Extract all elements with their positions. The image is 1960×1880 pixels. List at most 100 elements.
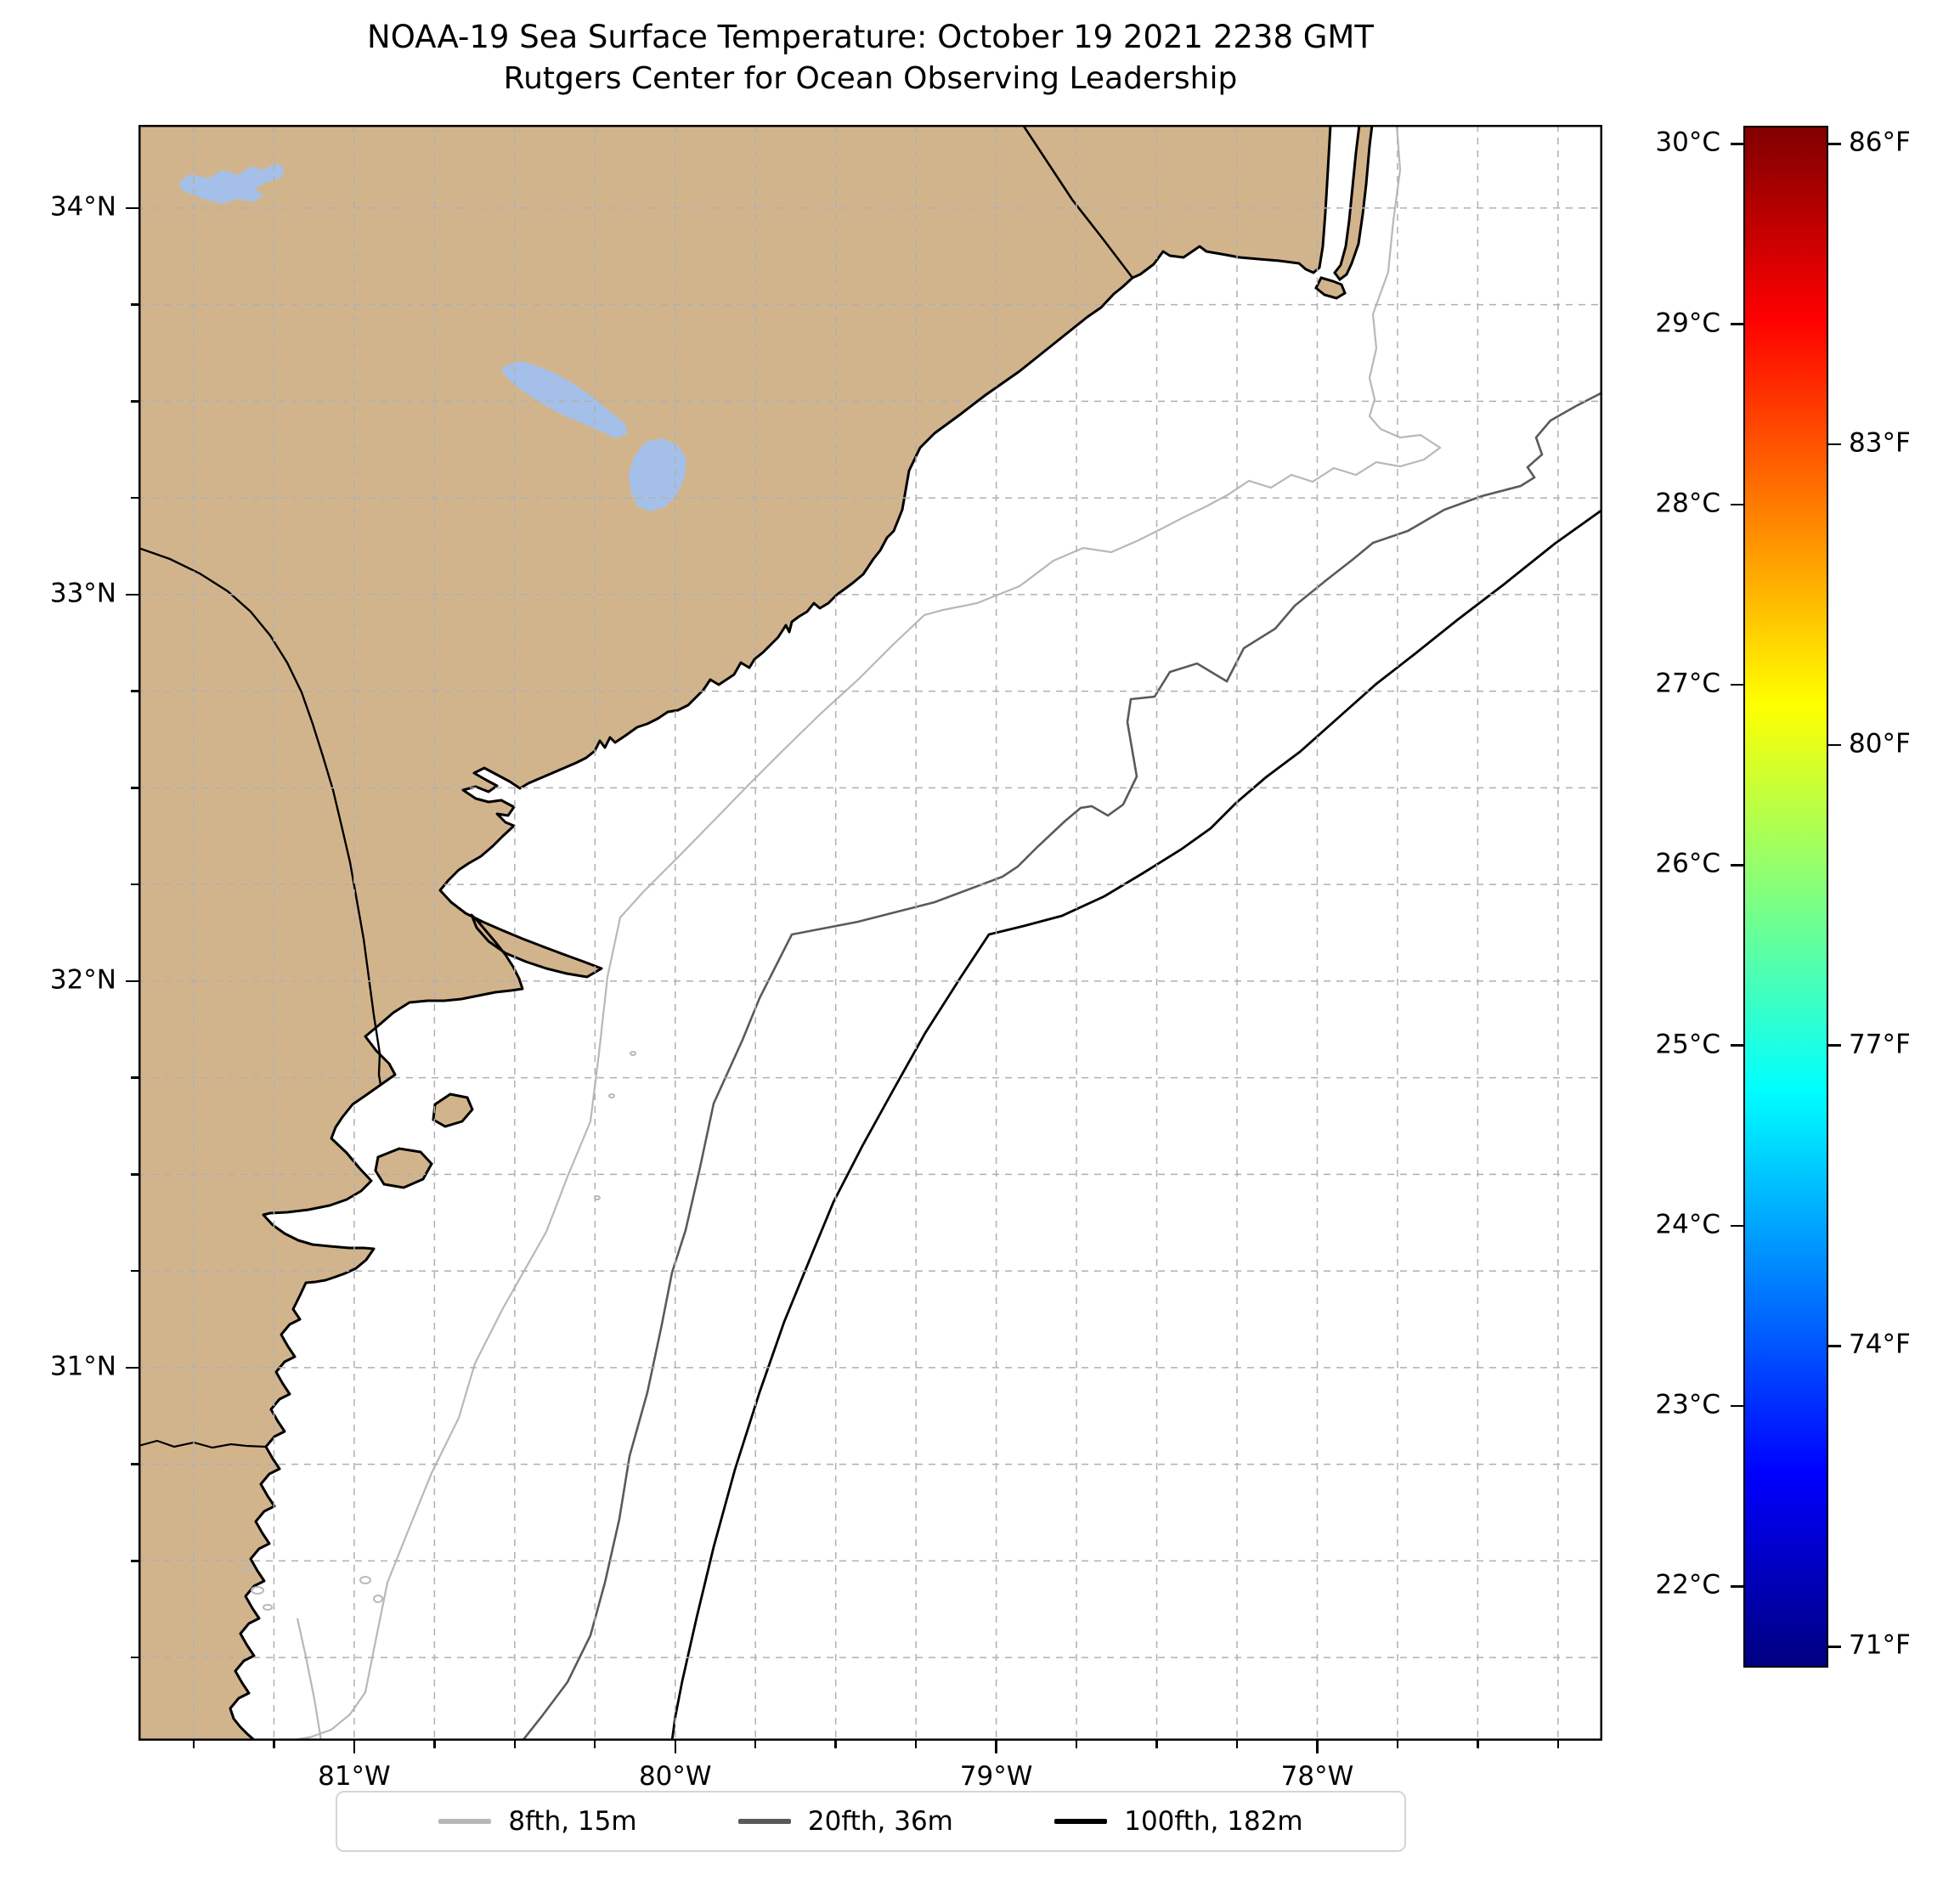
contour-8fth-15m — [296, 1617, 323, 1741]
y-axis-tick-label: 31°N — [49, 1351, 116, 1382]
colorbar-fahrenheit-label: 83°F — [1849, 427, 1911, 459]
cape-fear-peninsula — [1333, 125, 1374, 282]
x-axis-major-tick — [1316, 1741, 1319, 1753]
lake-moultrie — [629, 438, 686, 511]
y-axis-minor-tick — [131, 883, 138, 886]
x-axis-tick-label: 78°W — [1280, 1761, 1354, 1792]
y-axis-minor-tick — [131, 1173, 138, 1176]
colorbar-fahrenheit-tick — [1828, 143, 1841, 145]
contour-8fth-15m — [288, 125, 1442, 1741]
colorbar-fahrenheit-label: 80°F — [1849, 728, 1911, 759]
sst-map — [138, 125, 1602, 1741]
page-subtitle: Rutgers Center for Ocean Observing Leade… — [503, 61, 1238, 96]
x-axis-major-tick — [674, 1741, 676, 1753]
x-axis-minor-tick — [1396, 1741, 1399, 1748]
y-axis-minor-tick — [131, 1076, 138, 1079]
colorbar-celsius-label: 29°C — [1655, 308, 1720, 339]
x-axis-minor-tick — [1155, 1741, 1158, 1748]
x-axis-tick-label: 79°W — [959, 1761, 1033, 1792]
contour-8fth-shoal-loop — [608, 1093, 615, 1098]
colorbar-fahrenheit-tick — [1828, 1044, 1841, 1047]
y-axis-tick-label: 32°N — [49, 964, 116, 996]
y-axis-minor-tick — [131, 690, 138, 692]
colorbar-fahrenheit-tick — [1828, 443, 1841, 446]
y-axis-tick-label: 34°N — [49, 191, 116, 223]
x-axis-minor-tick — [273, 1741, 275, 1748]
x-axis-tick-label: 81°W — [318, 1761, 391, 1792]
colorbar-celsius-tick — [1731, 503, 1743, 506]
x-axis-minor-tick — [1556, 1741, 1560, 1748]
x-axis-minor-tick — [513, 1741, 517, 1748]
colorbar-fahrenheit-label: 71°F — [1849, 1629, 1911, 1661]
colorbar — [1743, 126, 1828, 1668]
legend-entry-8fth: 8fth, 15m — [438, 1806, 637, 1837]
contour-8fth-shoal-loop — [251, 1586, 264, 1595]
lake-marion — [501, 361, 628, 438]
colorbar-celsius-label: 30°C — [1655, 127, 1720, 158]
legend-line-sample — [438, 1819, 492, 1824]
page-title: NOAA-19 Sea Surface Temperature: October… — [367, 19, 1374, 55]
bald-head-island — [1314, 276, 1347, 300]
x-axis-major-tick — [995, 1741, 997, 1753]
x-axis-minor-tick — [594, 1741, 596, 1748]
colorbar-celsius-tick — [1731, 1585, 1743, 1588]
x-axis-tick-label: 80°W — [638, 1761, 712, 1792]
x-axis-minor-tick — [1075, 1741, 1078, 1748]
contour-8fth-shoal-loop — [373, 1595, 383, 1603]
legend-line-sample — [737, 1819, 791, 1824]
x-axis-minor-tick — [914, 1741, 918, 1748]
colorbar-celsius-label: 25°C — [1655, 1029, 1720, 1060]
legend-entry-20fth: 20fth, 36m — [737, 1806, 953, 1837]
colorbar-celsius-tick — [1731, 1224, 1743, 1228]
sea-island — [432, 1092, 474, 1128]
colorbar-celsius-tick — [1731, 323, 1743, 325]
colorbar-celsius-tick — [1731, 1044, 1743, 1047]
y-axis-minor-tick — [131, 1656, 138, 1659]
colorbar-fahrenheit-tick — [1828, 743, 1841, 747]
colorbar-gradient — [1745, 127, 1827, 1666]
state-border-line — [1021, 125, 1134, 279]
colorbar-celsius-tick — [1731, 1404, 1743, 1408]
contour-100fth-182m — [670, 508, 1602, 1741]
colorbar-celsius-tick — [1731, 683, 1743, 686]
sea-island — [374, 1147, 433, 1189]
legend-label: 20fth, 36m — [807, 1806, 953, 1837]
y-axis-minor-tick — [131, 303, 138, 306]
x-axis-minor-tick — [433, 1741, 436, 1748]
colorbar-fahrenheit-label: 77°F — [1849, 1029, 1911, 1060]
legend: 8fth, 15m 20fth, 36m 100fth, 182m — [336, 1791, 1406, 1852]
contour-8fth-shoal-loop — [359, 1576, 371, 1584]
contour-8fth-shoal-loop — [263, 1604, 273, 1611]
legend-label: 8fth, 15m — [508, 1806, 637, 1837]
colorbar-celsius-tick — [1731, 864, 1743, 867]
map-area — [138, 125, 1602, 1741]
colorbar-celsius-label: 22°C — [1655, 1570, 1720, 1601]
legend-line-sample — [1054, 1819, 1108, 1824]
x-axis-major-tick — [353, 1741, 356, 1753]
x-axis-minor-tick — [192, 1741, 195, 1748]
colorbar-celsius-label: 27°C — [1655, 668, 1720, 699]
y-axis-major-tick — [126, 980, 138, 983]
y-axis-minor-tick — [131, 400, 138, 403]
river-line — [138, 1439, 267, 1449]
colorbar-fahrenheit-label: 86°F — [1849, 127, 1911, 158]
y-axis-minor-tick — [131, 496, 138, 500]
land-polygon-coastline — [138, 125, 1332, 1741]
y-axis-minor-tick — [131, 787, 138, 789]
x-axis-minor-tick — [1235, 1741, 1239, 1748]
x-axis-minor-tick — [754, 1741, 757, 1748]
y-axis-tick-label: 33°N — [49, 578, 116, 609]
colorbar-celsius-label: 28°C — [1655, 488, 1720, 519]
x-axis-minor-tick — [834, 1741, 837, 1748]
contour-8fth-shoal-loop — [630, 1051, 636, 1056]
colorbar-celsius-label: 26°C — [1655, 848, 1720, 879]
y-axis-minor-tick — [131, 1560, 138, 1562]
y-axis-minor-tick — [131, 1463, 138, 1465]
colorbar-fahrenheit-label: 74°F — [1849, 1329, 1911, 1360]
colorbar-celsius-tick — [1731, 143, 1743, 145]
legend-entry-100fth: 100fth, 182m — [1054, 1806, 1303, 1837]
y-axis-minor-tick — [131, 1269, 138, 1273]
contour-20fth-36m — [521, 391, 1602, 1741]
x-axis-minor-tick — [1477, 1741, 1479, 1748]
